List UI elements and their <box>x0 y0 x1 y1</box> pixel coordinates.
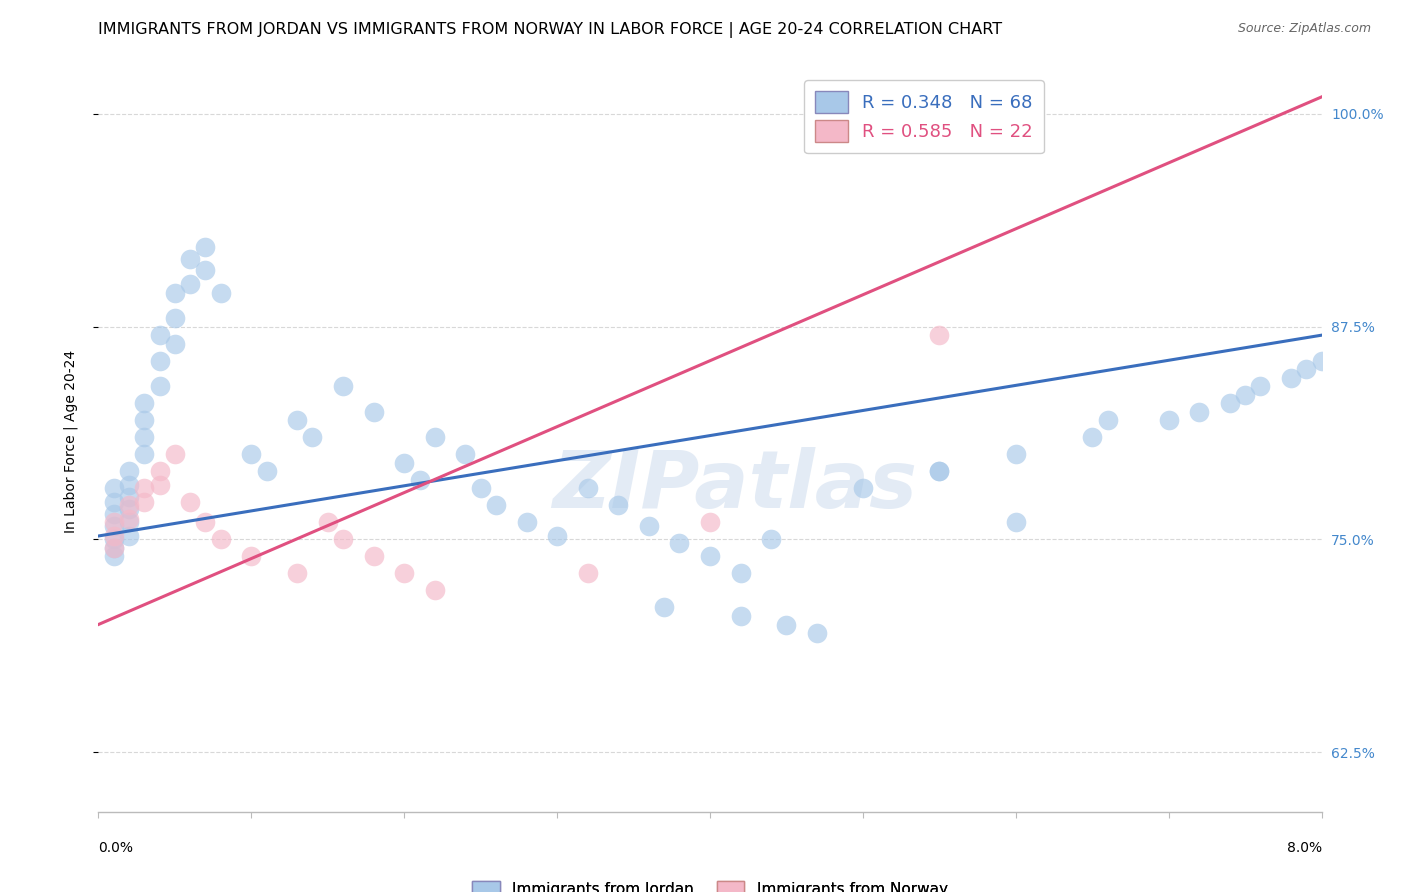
Point <box>1004 516 1026 530</box>
Text: IMMIGRANTS FROM JORDAN VS IMMIGRANTS FROM NORWAY IN LABOR FORCE | AGE 20-24 CORR: IMMIGRANTS FROM JORDAN VS IMMIGRANTS FRO… <box>98 22 1002 38</box>
Point <box>301 430 323 444</box>
Point <box>103 516 125 530</box>
Point <box>103 533 125 547</box>
Point <box>118 478 141 492</box>
Point <box>730 566 752 581</box>
Point <box>423 430 446 444</box>
Point <box>194 240 217 254</box>
Point <box>470 481 492 495</box>
Point <box>576 566 599 581</box>
Text: 0.0%: 0.0% <box>98 841 134 855</box>
Point <box>163 285 186 300</box>
Point <box>118 529 141 543</box>
Point <box>285 413 308 427</box>
Point <box>928 464 950 478</box>
Text: 8.0%: 8.0% <box>1286 841 1322 855</box>
Point <box>118 512 141 526</box>
Point <box>699 549 721 564</box>
Point <box>668 536 690 550</box>
Point <box>118 501 141 516</box>
Point <box>1188 405 1211 419</box>
Point <box>149 464 172 478</box>
Point <box>179 495 201 509</box>
Point <box>134 396 156 410</box>
Point <box>454 447 477 461</box>
Point <box>637 518 661 533</box>
Point <box>1097 413 1119 427</box>
Point <box>118 499 141 513</box>
Point <box>103 549 125 564</box>
Point <box>149 328 172 343</box>
Point <box>392 456 416 470</box>
Point <box>852 481 875 495</box>
Point <box>194 263 217 277</box>
Point <box>699 516 721 530</box>
Point <box>1004 447 1026 461</box>
Point <box>103 518 125 533</box>
Point <box>103 529 125 543</box>
Point <box>134 447 156 461</box>
Point <box>149 379 172 393</box>
Point <box>103 507 125 521</box>
Point <box>1310 353 1333 368</box>
Point <box>118 490 141 504</box>
Point <box>103 481 125 495</box>
Point <box>485 499 508 513</box>
Point <box>806 626 828 640</box>
Point <box>1219 396 1241 410</box>
Point <box>179 277 201 292</box>
Point <box>163 447 186 461</box>
Point <box>652 600 675 615</box>
Point <box>240 549 263 564</box>
Point <box>103 541 125 555</box>
Point <box>103 495 125 509</box>
Point <box>516 516 538 530</box>
Point <box>134 481 156 495</box>
Point <box>1081 430 1104 444</box>
Legend: Immigrants from Jordan, Immigrants from Norway: Immigrants from Jordan, Immigrants from … <box>467 875 953 892</box>
Text: Source: ZipAtlas.com: Source: ZipAtlas.com <box>1237 22 1371 36</box>
Point <box>928 328 950 343</box>
Point <box>179 252 201 266</box>
Point <box>332 379 354 393</box>
Point <box>759 533 782 547</box>
Point <box>240 447 263 461</box>
Point <box>1157 413 1180 427</box>
Point <box>103 541 125 555</box>
Point <box>607 499 630 513</box>
Point <box>149 353 172 368</box>
Point <box>118 516 141 530</box>
Point <box>163 336 186 351</box>
Point <box>1295 362 1317 376</box>
Point <box>118 464 141 478</box>
Point <box>928 464 950 478</box>
Point <box>194 516 217 530</box>
Point <box>149 478 172 492</box>
Text: ZIPatlas: ZIPatlas <box>553 447 917 525</box>
Y-axis label: In Labor Force | Age 20-24: In Labor Force | Age 20-24 <box>63 350 77 533</box>
Point <box>332 533 354 547</box>
Point <box>256 464 278 478</box>
Point <box>134 495 156 509</box>
Point <box>392 566 416 581</box>
Point <box>285 566 308 581</box>
Point <box>209 285 232 300</box>
Point <box>1234 388 1257 402</box>
Point <box>730 609 752 624</box>
Point <box>134 413 156 427</box>
Point <box>363 549 385 564</box>
Point <box>363 405 385 419</box>
Point <box>134 430 156 444</box>
Point <box>316 516 339 530</box>
Point <box>546 529 568 543</box>
Point <box>408 473 430 487</box>
Point <box>423 583 446 598</box>
Point <box>163 311 186 326</box>
Point <box>1279 370 1302 384</box>
Point <box>775 617 797 632</box>
Point <box>576 481 599 495</box>
Point <box>209 533 232 547</box>
Point <box>1249 379 1271 393</box>
